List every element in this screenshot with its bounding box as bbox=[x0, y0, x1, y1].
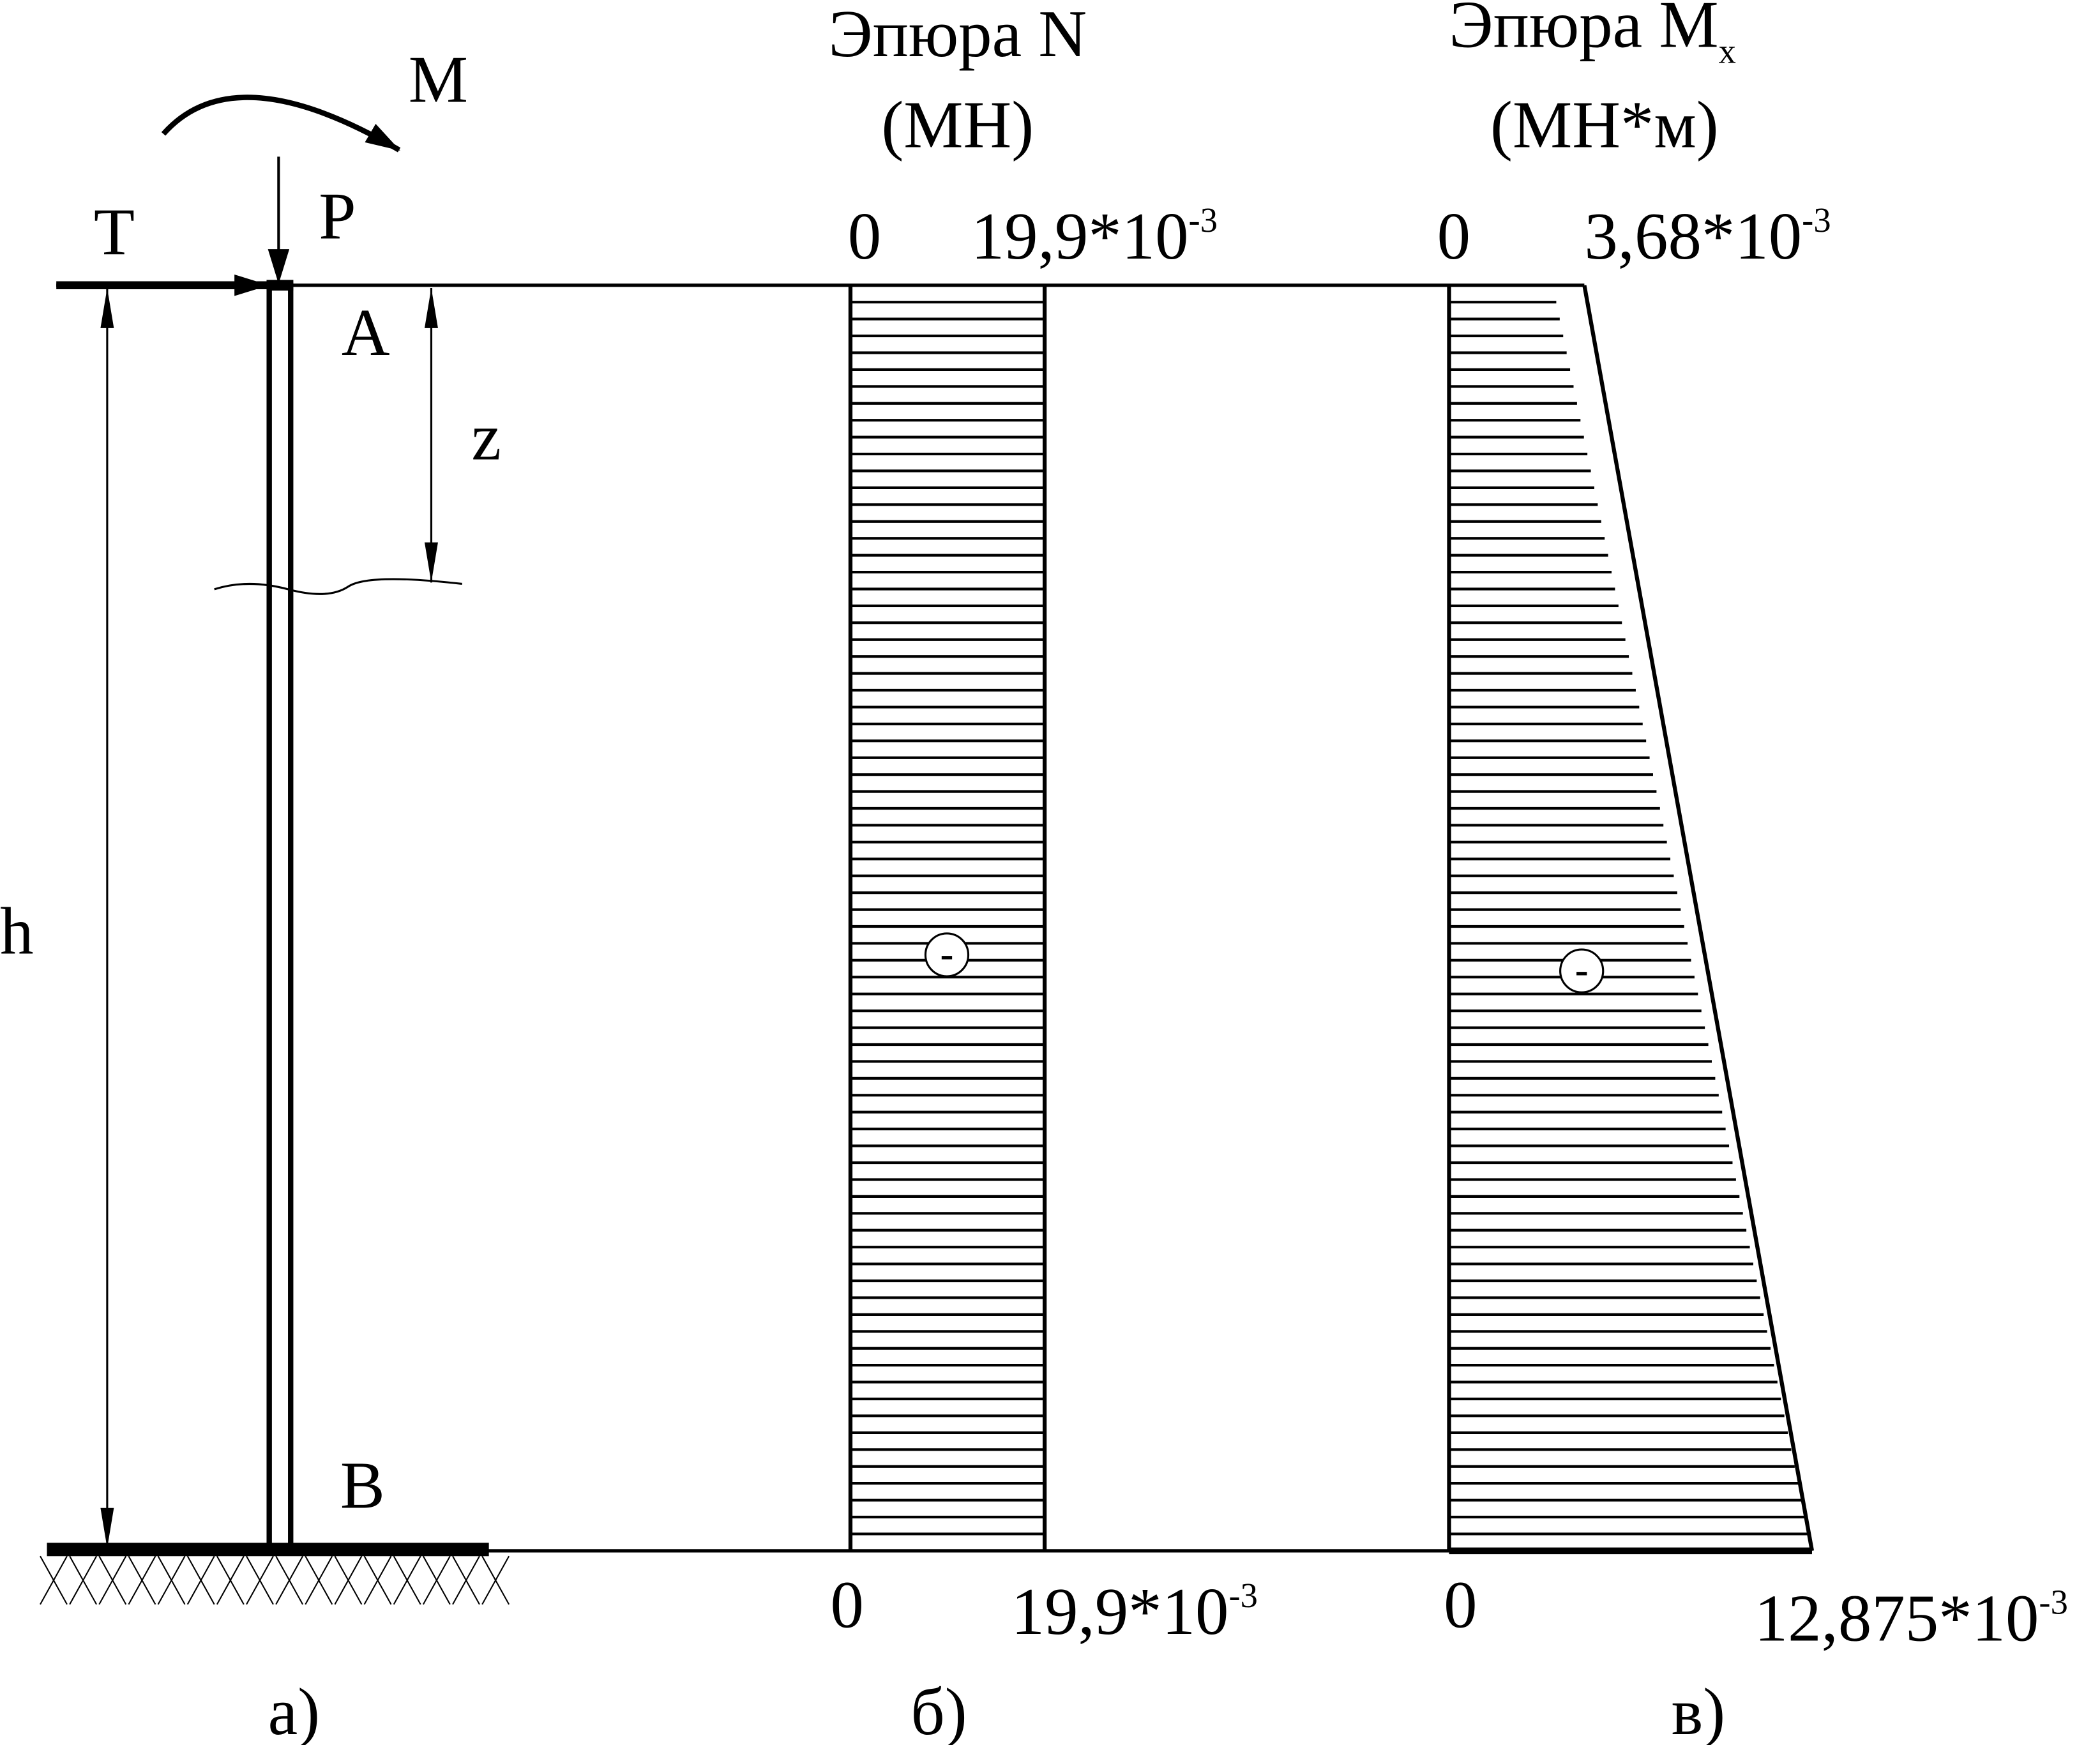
shear-label: T bbox=[94, 195, 135, 269]
epure-m-hatching bbox=[1449, 283, 1809, 1536]
epure-n-top-value: 19,9*10 bbox=[971, 199, 1189, 273]
ground-hatch-line bbox=[334, 1555, 363, 1605]
epure-m-sign: - bbox=[1575, 948, 1589, 992]
epure-m-bottom-exp: -3 bbox=[2039, 1582, 2067, 1621]
epure-n-bottom-zero: 0 bbox=[831, 1567, 864, 1642]
epure-m: Эпюра Mx (МН*м) 0 3,68*10-3 - 0 12,875*1… bbox=[1437, 0, 2068, 1745]
epure-n: Эпюра N (МН) 0 19,9*10-3 - 0 19,9*10-3 б… bbox=[828, 0, 1257, 1745]
ground-hatch-line bbox=[69, 1555, 98, 1605]
ground-hatch-line bbox=[363, 1555, 392, 1605]
height-h-label: h bbox=[0, 894, 33, 968]
column bbox=[266, 282, 294, 1554]
epure-m-title-group: Эпюра Mx bbox=[1449, 0, 1736, 71]
ground-hatch-line bbox=[452, 1555, 480, 1605]
ground-hatch-line bbox=[40, 1555, 68, 1605]
epure-m-title-sub: x bbox=[1719, 32, 1736, 71]
epure-m-title: Эпюра M bbox=[1449, 0, 1719, 61]
epure-m-bottom-zero: 0 bbox=[1444, 1567, 1477, 1642]
ground-hatch-line bbox=[216, 1555, 245, 1605]
ground-hatch-line bbox=[246, 1555, 274, 1605]
ground-hatch-line bbox=[128, 1555, 156, 1605]
epure-n-units: (МН) bbox=[881, 88, 1034, 162]
epure-n-top-value-group: 19,9*10-3 bbox=[971, 199, 1218, 273]
epure-m-units: (МН*м) bbox=[1490, 88, 1719, 162]
section-line bbox=[214, 578, 462, 595]
caption-b: б) bbox=[910, 1675, 967, 1745]
epure-n-title: Эпюра N bbox=[828, 0, 1087, 71]
moment-label: M bbox=[409, 42, 468, 116]
epure-m-bottom-value: 12,875*10 bbox=[1755, 1581, 2039, 1655]
epure-m-top-value-group: 3,68*10-3 bbox=[1584, 199, 1831, 273]
ground-support bbox=[47, 1543, 489, 1557]
epure-m-top-value: 3,68*10 bbox=[1584, 199, 1802, 273]
epure-n-bottom-value-group: 19,9*10-3 bbox=[1011, 1575, 1258, 1649]
epure-n-bottom-value: 19,9*10 bbox=[1011, 1575, 1229, 1649]
ground-hatching bbox=[40, 1555, 510, 1605]
epure-m-top-zero: 0 bbox=[1437, 199, 1470, 273]
ground-hatch-line bbox=[98, 1555, 127, 1605]
ground-hatch-line bbox=[393, 1555, 421, 1605]
ground-hatch-line bbox=[186, 1555, 215, 1605]
epure-m-sign-circle bbox=[1559, 948, 1605, 993]
moment-arrow bbox=[161, 94, 401, 153]
ground-hatch-line bbox=[157, 1555, 186, 1605]
epure-n-sign-circle bbox=[924, 932, 970, 978]
epure-n-bottom-exp: -3 bbox=[1228, 1576, 1257, 1615]
point-a-label: A bbox=[342, 296, 390, 370]
epure-n-top-zero: 0 bbox=[848, 199, 881, 273]
caption-a: а) bbox=[268, 1675, 320, 1745]
coordinate-z-label: z bbox=[471, 400, 501, 474]
point-b-label: B bbox=[340, 1449, 385, 1523]
epure-m-bottom-value-group: 12,875*10-3 bbox=[1755, 1581, 2068, 1655]
epure-m-slope-edge bbox=[1582, 285, 1815, 1552]
epure-n-sign: - bbox=[940, 931, 954, 976]
epure-n-top-exp: -3 bbox=[1189, 200, 1218, 239]
column-scheme: M T P A B z h а) bbox=[0, 42, 1812, 1745]
epure-m-top-exp: -3 bbox=[1802, 200, 1831, 239]
ground-hatch-line bbox=[422, 1555, 451, 1605]
caption-c: в) bbox=[1672, 1675, 1725, 1745]
ground-hatch-line bbox=[481, 1555, 510, 1605]
force-label: P bbox=[319, 179, 356, 253]
ground-hatch-line bbox=[305, 1555, 333, 1605]
epure-n-hatching bbox=[850, 283, 1045, 1536]
ground-hatch-line bbox=[275, 1555, 304, 1605]
